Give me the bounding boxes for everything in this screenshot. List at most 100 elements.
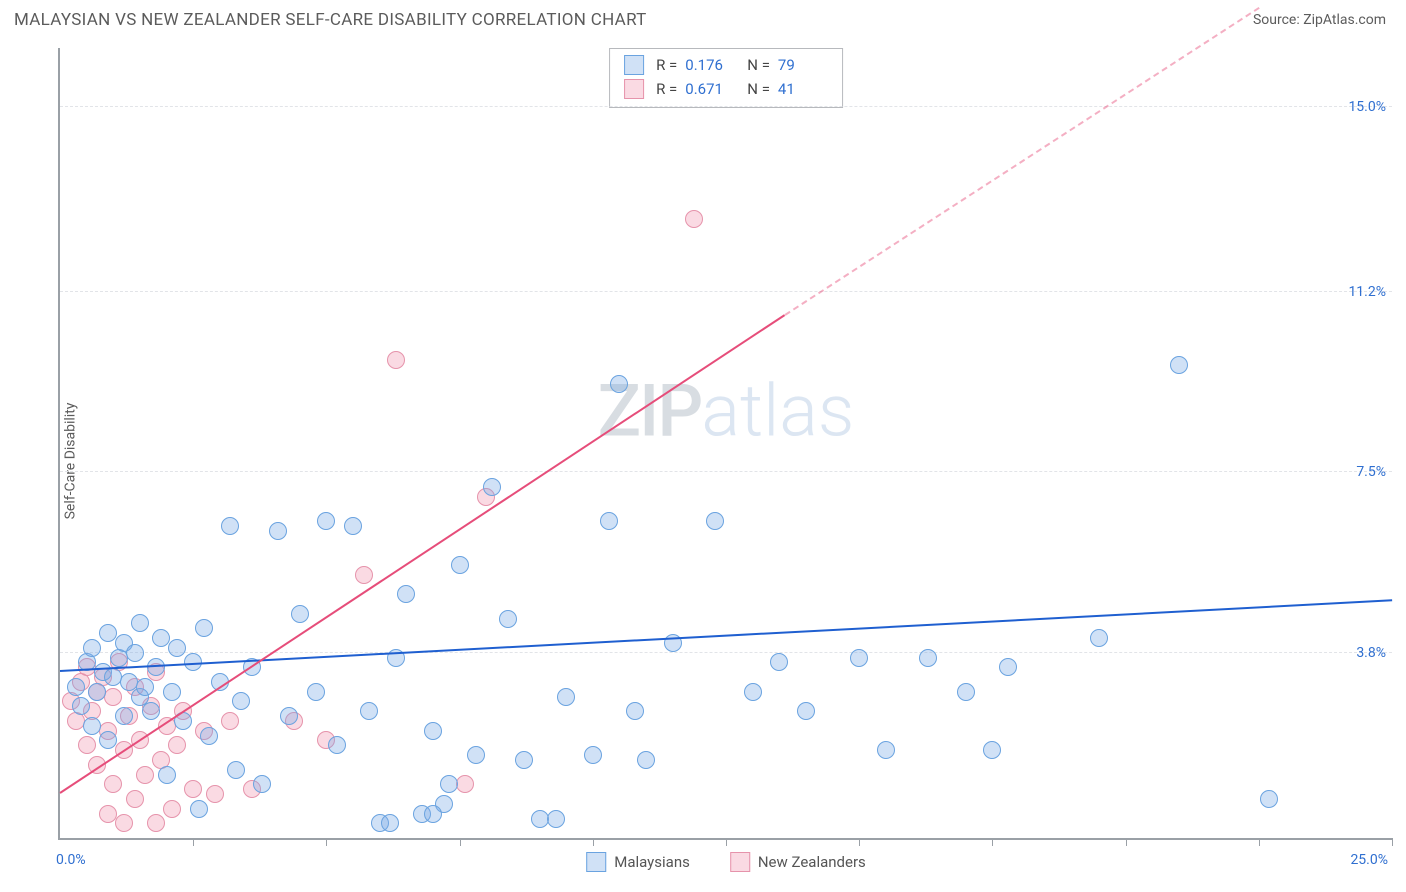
point-malaysians xyxy=(424,722,442,740)
point-malaysians xyxy=(999,658,1017,676)
stat-n-malaysians: 79 xyxy=(778,56,828,74)
trend-newzealanders xyxy=(59,314,785,794)
point-malaysians xyxy=(637,751,655,769)
point-newzealanders xyxy=(115,814,133,832)
point-malaysians xyxy=(1260,790,1278,808)
point-malaysians xyxy=(142,702,160,720)
stats-row-malaysians: R = 0.176 N = 79 xyxy=(624,53,828,77)
point-malaysians xyxy=(253,775,271,793)
legend-item-malaysians: Malaysians xyxy=(586,852,690,872)
point-newzealanders xyxy=(78,736,96,754)
point-malaysians xyxy=(483,478,501,496)
point-newzealanders xyxy=(168,736,186,754)
point-malaysians xyxy=(957,683,975,701)
point-malaysians xyxy=(83,639,101,657)
point-malaysians xyxy=(797,702,815,720)
watermark-atlas: atlas xyxy=(701,369,854,454)
point-malaysians xyxy=(557,688,575,706)
legend-label-malaysians: Malaysians xyxy=(614,853,690,871)
x-tick xyxy=(726,838,727,846)
chart-area: Self-Care Disability ZIPatlas R = 0.176 … xyxy=(14,40,1392,882)
x-tick xyxy=(193,838,194,846)
point-malaysians xyxy=(291,605,309,623)
point-malaysians xyxy=(221,517,239,535)
x-tick xyxy=(1259,838,1260,846)
point-malaysians xyxy=(232,692,250,710)
point-newzealanders xyxy=(685,210,703,228)
stat-r-label: R = xyxy=(656,56,677,74)
point-malaysians xyxy=(983,741,1001,759)
point-malaysians xyxy=(227,761,245,779)
point-malaysians xyxy=(152,629,170,647)
point-newzealanders xyxy=(184,780,202,798)
stat-n-label: N = xyxy=(747,80,770,98)
point-malaysians xyxy=(136,678,154,696)
point-malaysians xyxy=(195,619,213,637)
point-malaysians xyxy=(706,512,724,530)
stats-legend-box: R = 0.176 N = 79 R = 0.671 N = 41 xyxy=(609,48,843,108)
point-malaysians xyxy=(280,707,298,725)
x-tick xyxy=(992,838,993,846)
swatch-malaysians xyxy=(624,55,644,75)
swatch-newzealanders xyxy=(730,852,750,872)
chart-header: MALAYSIAN VS NEW ZEALANDER SELF-CARE DIS… xyxy=(0,0,1406,34)
stat-r-newzealanders: 0.671 xyxy=(685,80,735,98)
point-malaysians xyxy=(610,375,628,393)
point-malaysians xyxy=(397,585,415,603)
y-tick-label: 3.8% xyxy=(1356,645,1386,661)
point-malaysians xyxy=(344,517,362,535)
point-newzealanders xyxy=(99,805,117,823)
swatch-newzealanders xyxy=(624,79,644,99)
x-tick xyxy=(326,838,327,846)
point-malaysians xyxy=(744,683,762,701)
point-malaysians xyxy=(584,746,602,764)
point-newzealanders xyxy=(206,785,224,803)
stat-n-newzealanders: 41 xyxy=(778,80,828,98)
point-malaysians xyxy=(317,512,335,530)
point-malaysians xyxy=(328,736,346,754)
stats-row-newzealanders: R = 0.671 N = 41 xyxy=(624,77,828,101)
point-malaysians xyxy=(126,644,144,662)
x-origin-label: 0.0% xyxy=(56,852,86,868)
point-newzealanders xyxy=(456,775,474,793)
point-malaysians xyxy=(131,614,149,632)
trend-newzealanders-dash xyxy=(784,7,1259,316)
point-newzealanders xyxy=(163,800,181,818)
point-newzealanders xyxy=(355,566,373,584)
point-malaysians xyxy=(307,683,325,701)
point-malaysians xyxy=(499,610,517,628)
point-malaysians xyxy=(269,522,287,540)
stat-n-label: N = xyxy=(747,56,770,74)
legend-label-newzealanders: New Zealanders xyxy=(758,853,866,871)
point-malaysians xyxy=(360,702,378,720)
point-malaysians xyxy=(67,678,85,696)
point-malaysians xyxy=(1170,356,1188,374)
point-newzealanders xyxy=(104,688,122,706)
point-newzealanders xyxy=(221,712,239,730)
point-malaysians xyxy=(158,766,176,784)
point-malaysians xyxy=(99,624,117,642)
x-tick xyxy=(593,838,594,846)
point-malaysians xyxy=(770,653,788,671)
point-malaysians xyxy=(88,683,106,701)
x-tick xyxy=(859,838,860,846)
point-malaysians xyxy=(115,707,133,725)
point-malaysians xyxy=(451,556,469,574)
point-malaysians xyxy=(424,805,442,823)
x-tick xyxy=(460,838,461,846)
point-malaysians xyxy=(547,810,565,828)
point-malaysians xyxy=(600,512,618,530)
stat-r-label: R = xyxy=(656,80,677,98)
point-malaysians xyxy=(72,697,90,715)
point-malaysians xyxy=(99,731,117,749)
point-malaysians xyxy=(147,658,165,676)
point-malaysians xyxy=(163,683,181,701)
point-newzealanders xyxy=(126,790,144,808)
x-tick xyxy=(1392,838,1393,846)
point-newzealanders xyxy=(147,814,165,832)
point-newzealanders xyxy=(104,775,122,793)
point-malaysians xyxy=(200,727,218,745)
chart-title: MALAYSIAN VS NEW ZEALANDER SELF-CARE DIS… xyxy=(14,10,647,30)
point-malaysians xyxy=(83,717,101,735)
point-newzealanders xyxy=(387,351,405,369)
